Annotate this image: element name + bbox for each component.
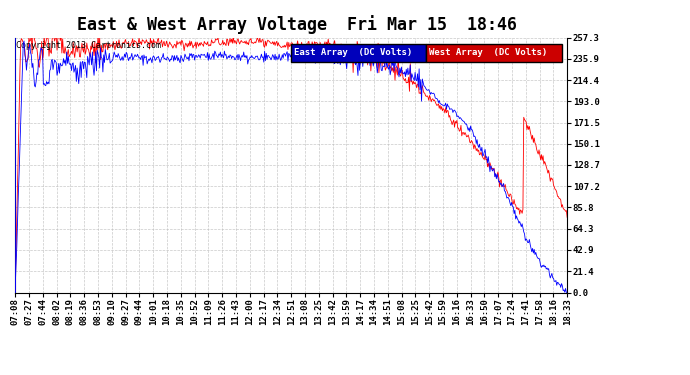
Text: East Array  (DC Volts): East Array (DC Volts) <box>294 48 412 57</box>
Text: Copyright 2013 Cartronics.com: Copyright 2013 Cartronics.com <box>16 41 161 50</box>
FancyBboxPatch shape <box>291 44 426 62</box>
FancyBboxPatch shape <box>426 44 562 62</box>
Text: West Array  (DC Volts): West Array (DC Volts) <box>429 48 547 57</box>
Text: East & West Array Voltage  Fri Mar 15  18:46: East & West Array Voltage Fri Mar 15 18:… <box>77 15 517 34</box>
